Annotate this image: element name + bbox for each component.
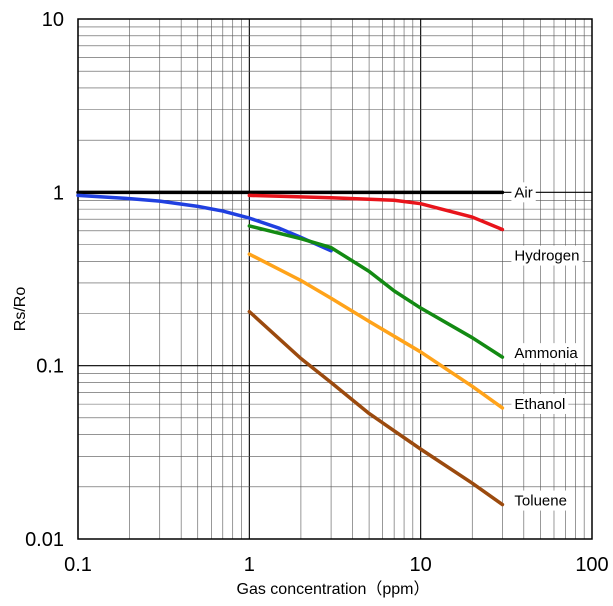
series-label-bg (511, 393, 569, 414)
x-tick-label: 10 (410, 554, 432, 576)
series-label-ammonia: Ammonia (514, 345, 578, 362)
series-line-ammonia (247, 224, 505, 359)
x-tick-label: 100 (575, 554, 608, 576)
series-labels: Air Hydrogen Ammonia Ethanol Toluene (511, 182, 583, 511)
series-label-bg (511, 490, 570, 511)
series-label-hydrogen: Hydrogen (514, 248, 579, 265)
y-tick-label: 0.01 (25, 529, 64, 551)
series-line-unlabeled (76, 193, 333, 253)
x-tick-label: 0.1 (64, 554, 92, 576)
series-label-bg (511, 343, 581, 364)
plot-frame (77, 18, 593, 540)
x-tick-labels: 0.1 1 10 100 (64, 554, 609, 576)
series-line-toluene (247, 309, 505, 507)
y-tick-labels: 10 1 0.1 0.01 (25, 9, 64, 551)
series-line-ethanol (247, 252, 505, 410)
series-label-air: Air (514, 184, 532, 201)
series-layer (76, 190, 505, 507)
series-label-bg (511, 245, 583, 266)
series-label-bg (511, 182, 536, 203)
y-tick-label: 1 (53, 182, 64, 204)
x-axis-label: Gas concentration（ppm） (237, 580, 430, 598)
y-tick-label: 10 (42, 9, 64, 31)
y-tick-label: 0.1 (36, 356, 64, 378)
series-line-hydrogen (247, 193, 505, 232)
y-axis-label: Rs/Ro (12, 287, 29, 332)
series-label-ethanol: Ethanol (514, 396, 565, 413)
series-label-toluene: Toluene (514, 493, 567, 510)
grid (77, 19, 592, 540)
x-tick-label: 1 (244, 554, 255, 576)
